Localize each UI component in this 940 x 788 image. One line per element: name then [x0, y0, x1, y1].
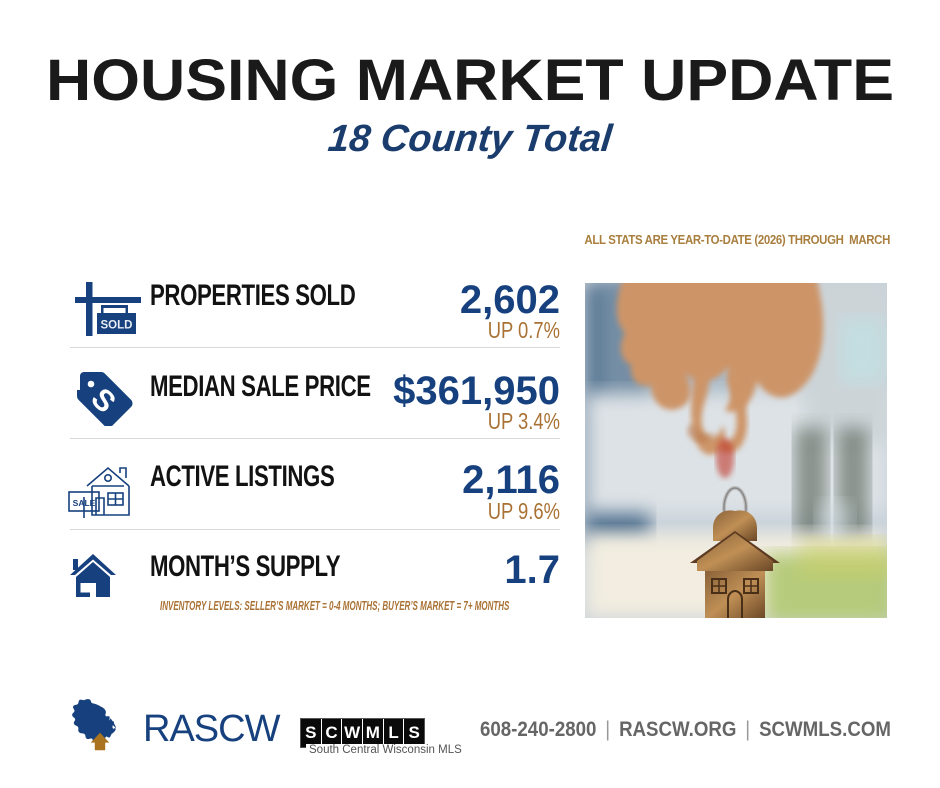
svg-text:SALE: SALE: [73, 498, 96, 508]
svg-text:SOLD: SOLD: [101, 320, 133, 332]
